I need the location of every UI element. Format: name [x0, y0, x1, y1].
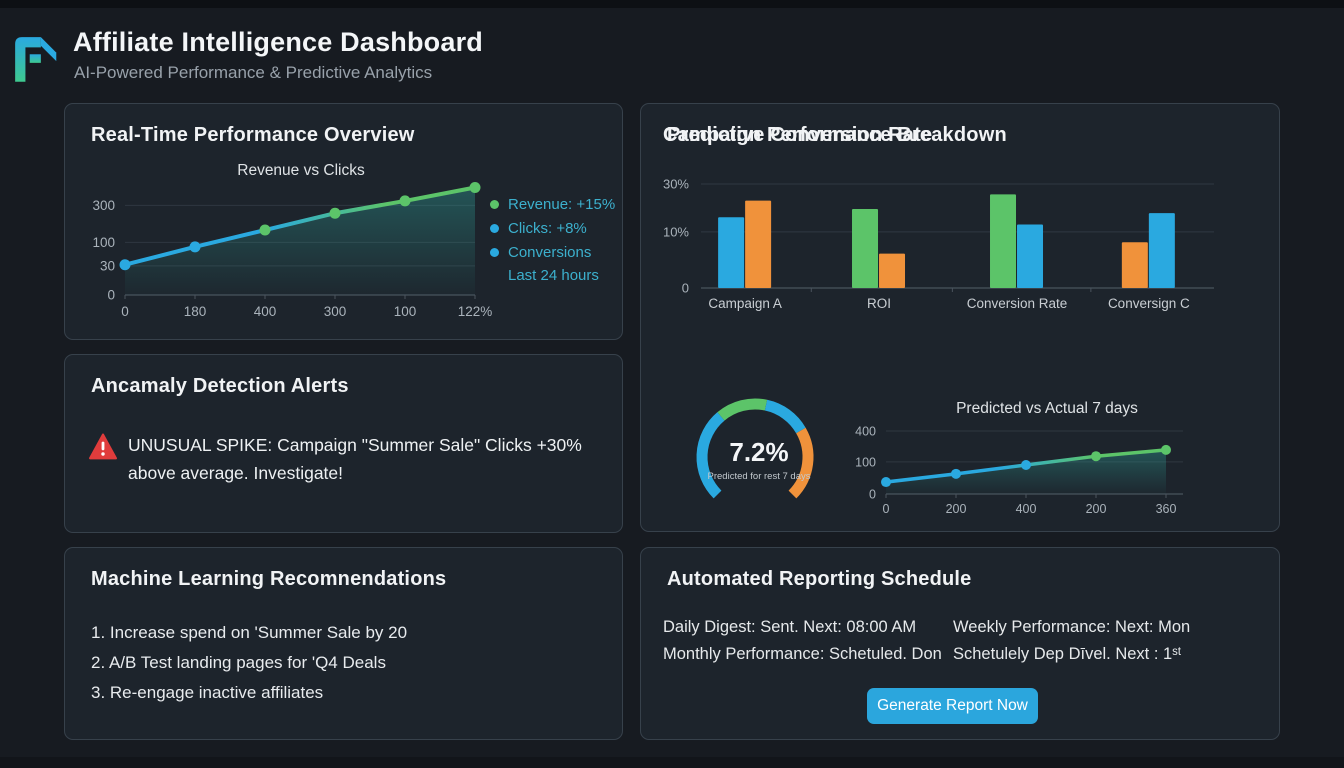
- svg-text:0: 0: [107, 288, 115, 303]
- legend-item-clicks: Clicks: +8%: [490, 216, 615, 240]
- panel-reporting-schedule: Automated Reporting Schedule Daily Diges…: [640, 547, 1280, 740]
- svg-text:400: 400: [254, 304, 277, 319]
- schedule-grid: Daily Digest: Sent. Next: 08:00 AM Weekl…: [663, 614, 1190, 668]
- schedule-quarterly: Schetulely Dep Dīvel. Next : 1ˢᵗ: [953, 645, 1182, 663]
- legend-label: Conversions: [508, 243, 592, 261]
- alert-message: UNUSUAL SPIKE: Campaign "Summer Sale" Cl…: [128, 435, 582, 483]
- legend-item-revenue: Revenue: +15%: [490, 192, 615, 216]
- schedule-daily: Daily Digest: Sent. Next: 08:00 AM: [663, 618, 917, 636]
- svg-text:Conversion Rate: Conversion Rate: [967, 296, 1068, 311]
- panel-title-reporting: Automated Reporting Schedule: [667, 568, 972, 590]
- svg-text:180: 180: [184, 304, 207, 319]
- legend-dot-green: [490, 199, 499, 209]
- legend-label: Clicks: +8%: [508, 219, 587, 237]
- svg-text:Campaign A: Campaign A: [708, 296, 782, 311]
- panel-title-ml: Machine Learning Recomnendations: [91, 568, 447, 590]
- predicted-vs-actual-chart-title: Predicted vs Actual 7 days: [956, 400, 1138, 417]
- recommendation-list: 1. Increase spend on 'Summer Sale by 20 …: [91, 618, 407, 708]
- gauge-caption: Predicted for rest 7 days: [707, 471, 811, 482]
- revenue-vs-clicks-chart-title: Revenue vs Clicks: [237, 162, 365, 179]
- panel-anomaly-alerts: Ancamaly Detection Alerts UNUSUAL SPIKE:…: [64, 354, 623, 533]
- recommendation-item: 2. A/B Test landing pages for 'Q4 Deals: [91, 653, 386, 672]
- svg-text:122%: 122%: [458, 304, 493, 319]
- svg-text:Conversign C: Conversign C: [1108, 296, 1190, 311]
- page-subtitle: AI-Powered Performance & Predictive Anal…: [74, 63, 433, 82]
- svg-text:200: 200: [1086, 502, 1107, 516]
- legend-note: Last 24 hours: [508, 267, 599, 284]
- top-strip: [0, 0, 1344, 8]
- footer-strip: [0, 757, 1344, 768]
- svg-text:200: 200: [946, 502, 967, 516]
- svg-text:300: 300: [92, 198, 115, 213]
- svg-text:300: 300: [324, 304, 347, 319]
- legend-dot-blue: [490, 247, 499, 257]
- panel-title-realtime: Real-Time Performance Overview: [91, 124, 415, 146]
- legend-label: Revenue: +15%: [508, 195, 616, 213]
- svg-text:10%: 10%: [663, 224, 689, 239]
- svg-text:400: 400: [855, 425, 876, 439]
- panel-title-anomaly: Ancamaly Detection Alerts: [91, 375, 349, 397]
- schedule-monthly: Monthly Performance: Schetuled. Don: [663, 645, 942, 663]
- svg-text:0: 0: [121, 304, 129, 319]
- panel-ml-recommendations: Machine Learning Recomnendations 1. Incr…: [64, 547, 623, 740]
- svg-text:ROI: ROI: [867, 296, 891, 311]
- svg-text:30: 30: [100, 258, 115, 273]
- conversion-gauge: 7.2% Predicted for rest 7 days: [691, 389, 827, 507]
- generate-report-button[interactable]: Generate Report Now: [867, 688, 1038, 724]
- panel-campaign-breakdown: Campaign Performance Breakdown 30% 10% 0 Ca…: [640, 103, 1280, 532]
- gauge-value: 7.2%: [729, 437, 789, 467]
- recommendation-item: 1. Increase spend on 'Summer Sale by 20: [91, 623, 408, 642]
- svg-text:360: 360: [1156, 502, 1177, 516]
- svg-text:400: 400: [1016, 502, 1037, 516]
- chart-legend: Revenue: +15% Clicks: +8% Conversions La…: [490, 192, 615, 288]
- svg-text:0: 0: [883, 502, 890, 516]
- svg-text:100: 100: [394, 304, 417, 319]
- recommendation-item: 3. Re-engage inactive affiliates: [91, 683, 324, 702]
- warning-triangle-icon: [89, 433, 117, 460]
- revenue-vs-clicks-line-chart: 300 100 30 0 0 180 400 300 100 122%: [85, 180, 555, 335]
- app-logo-icon: [15, 37, 57, 82]
- svg-text:100: 100: [92, 235, 115, 250]
- svg-text:100: 100: [855, 455, 876, 469]
- legend-dot-blue: [490, 223, 499, 233]
- predicted-vs-actual-line-chart: 400 100 0 0 200 400 200 360: [851, 422, 1201, 532]
- legend-item-conversions: Conversions: [490, 240, 615, 264]
- campaign-bar-chart: 30% 10% 0 Campaign A ROI Conversion Rate Conve…: [661, 164, 1261, 321]
- panel-title-campaign: Campaign Performance Breakdown: [663, 124, 1007, 146]
- page-title: Affiliate Intelligence Dashboard: [73, 27, 483, 57]
- section-title-predictive: Predictive Conversion Rate: [667, 124, 933, 146]
- schedule-weekly: Weekly Performance: Next: Mon: [953, 618, 1191, 636]
- svg-text:0: 0: [682, 281, 689, 296]
- panel-realtime-performance: Real-Time Performance Overview Revenue v…: [64, 103, 623, 340]
- svg-text:0: 0: [869, 488, 876, 502]
- gauge-arc: [696, 398, 814, 499]
- svg-text:30%: 30%: [663, 177, 689, 192]
